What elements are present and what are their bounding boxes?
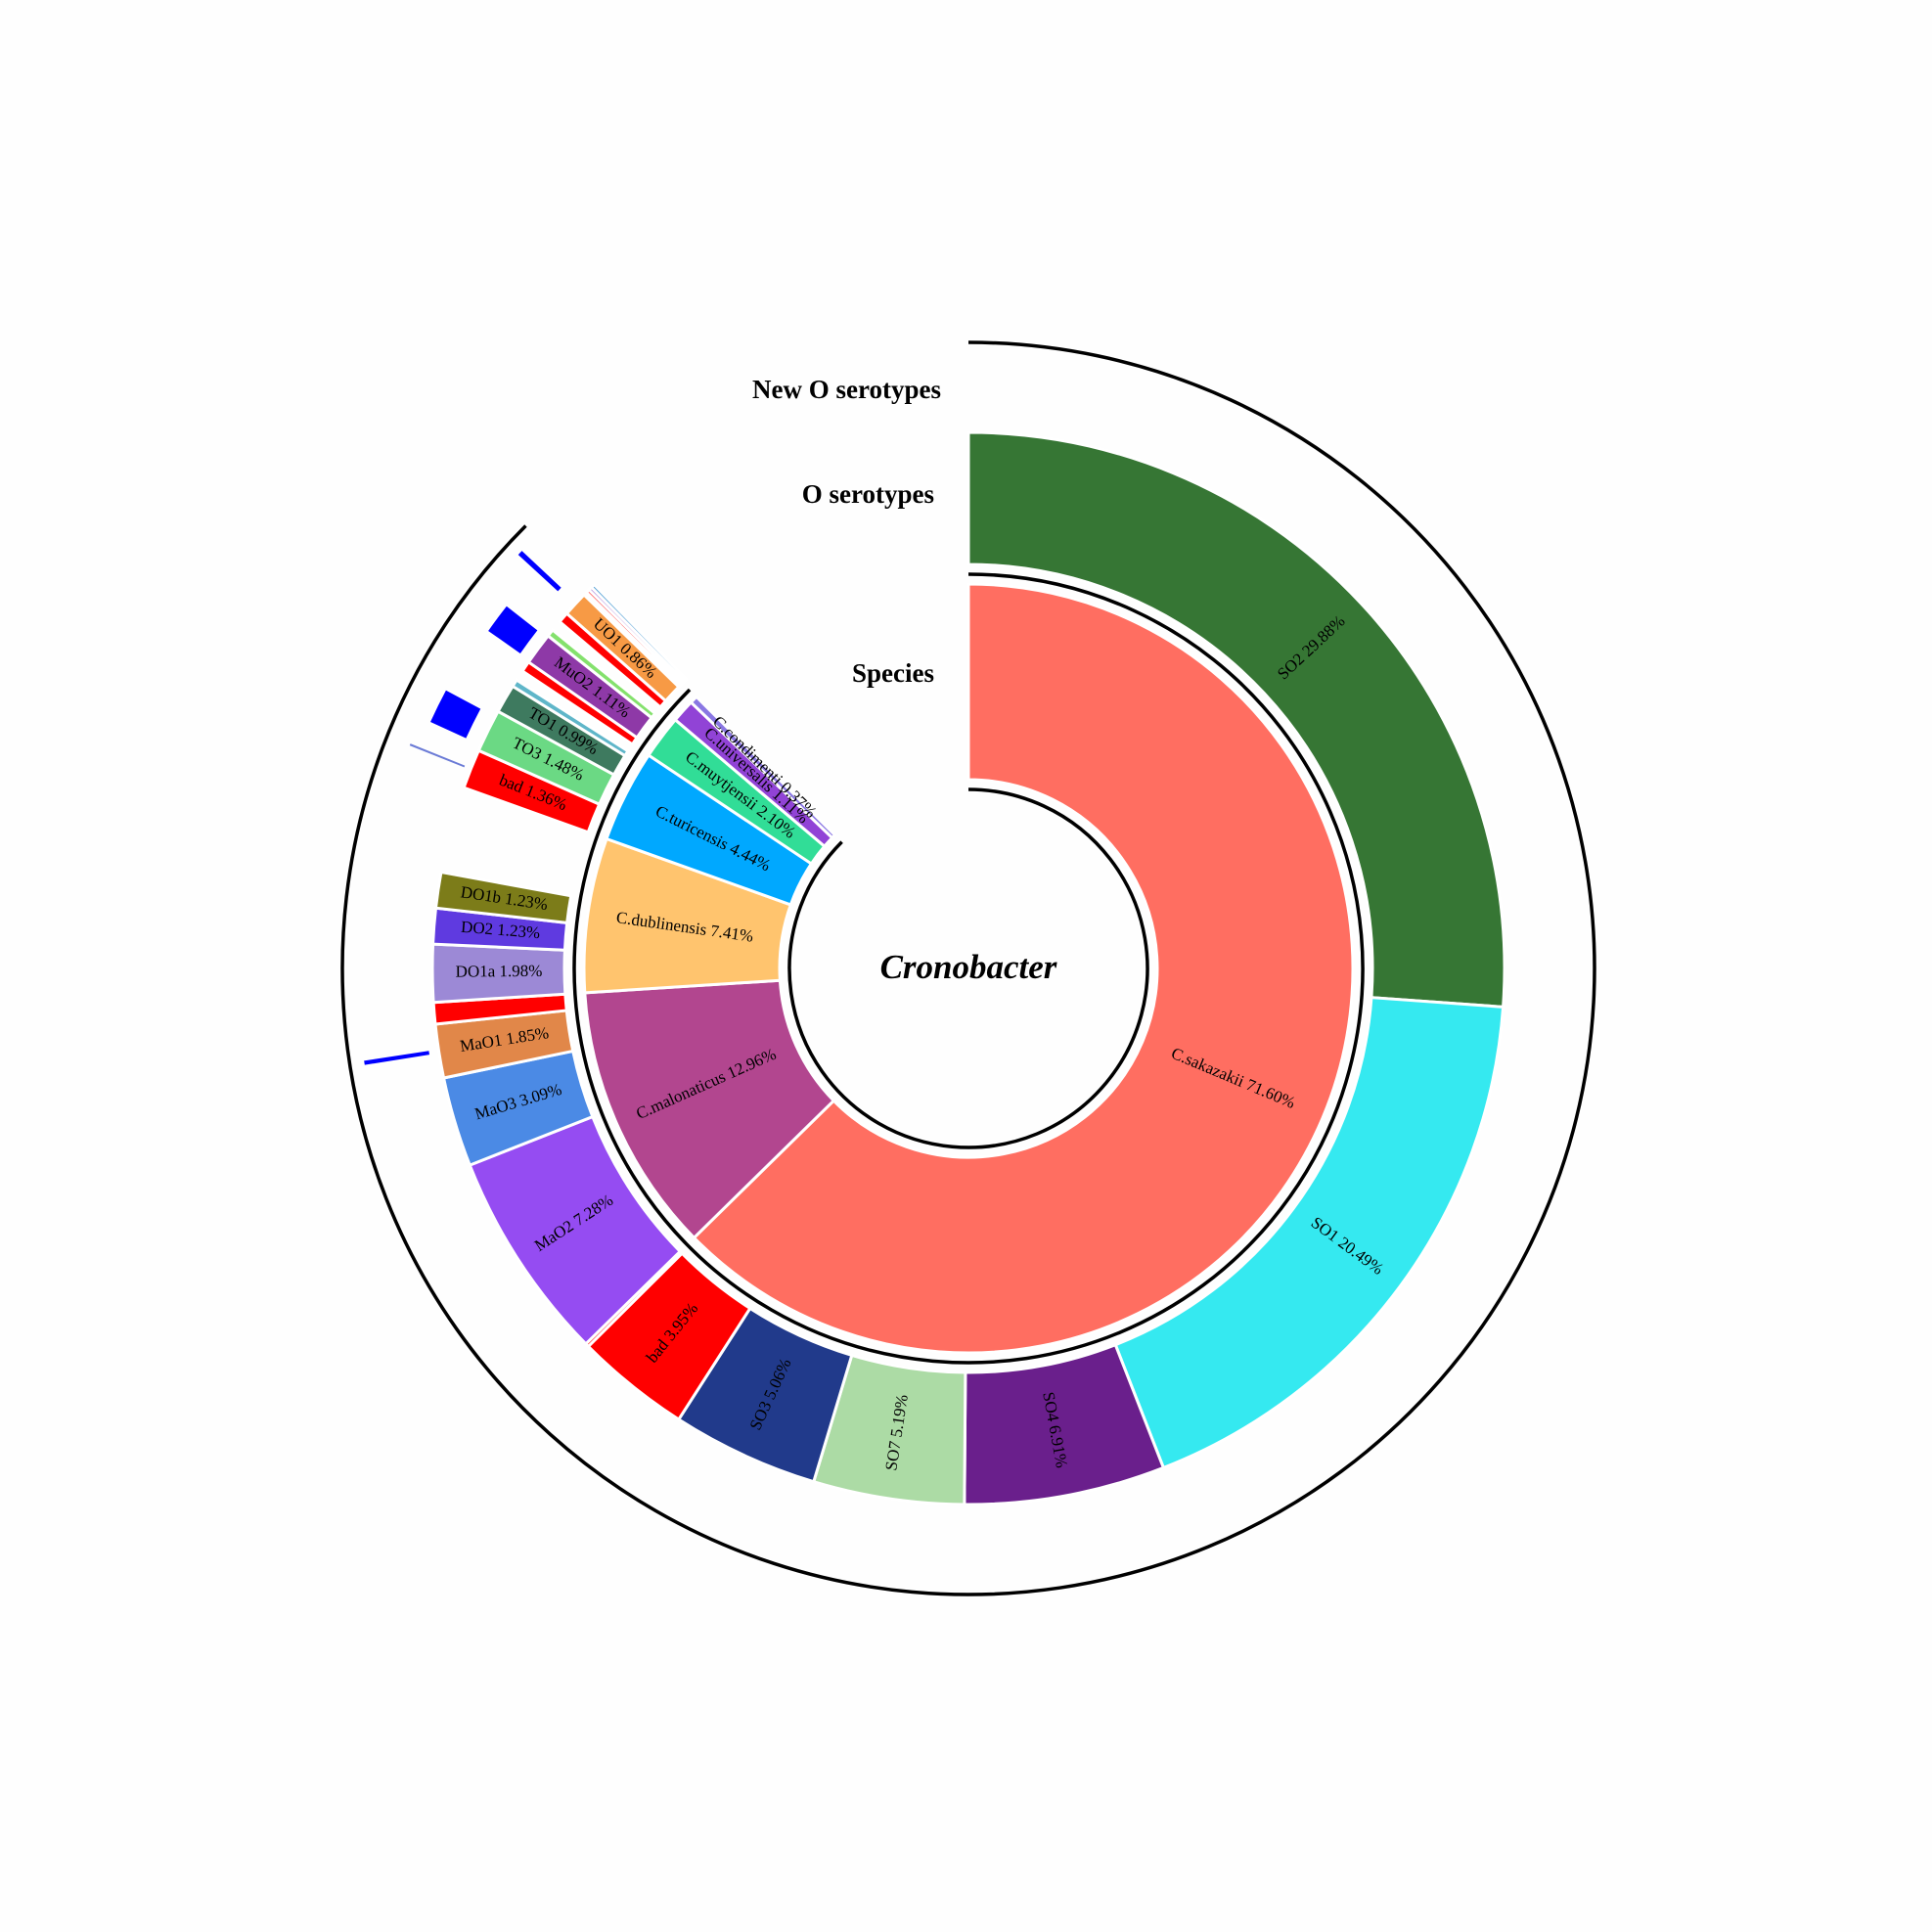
o-serotype-label-do1a: DO1a 1.98% <box>456 962 543 981</box>
new-o-serotype-marks <box>364 551 562 1065</box>
o-serotype-slice-unlabeled-18 <box>511 678 630 758</box>
new-o-serotype-mark-mao1 <box>364 1051 429 1065</box>
new-o-serotype-mark-uo1 <box>517 551 562 592</box>
outer-boundary-arc <box>340 340 1596 1596</box>
species-slice-c-malonaticus <box>583 978 836 1240</box>
o-serotype-slice-unlabeled-22 <box>546 627 657 720</box>
o-serotype-slice-uo1 <box>564 592 681 703</box>
new-o-serotype-mark-bad <box>409 743 466 768</box>
new-o-serotype-mark-to3 <box>430 690 481 739</box>
o-serotype-slice-do1b <box>433 870 573 925</box>
ring-title-o-serotypes: O serotypes <box>802 479 934 509</box>
chart-title: Cronobacter <box>880 948 1057 986</box>
ring-title-new-o-serotypes: New O serotypes <box>752 375 941 404</box>
o-serotype-ring <box>430 430 1506 1506</box>
ring-outlines <box>340 340 1596 1596</box>
o-serotype-slice-so2 <box>966 430 1506 1009</box>
o-serotype-slice-unlabeled-29 <box>589 582 689 684</box>
species-ring <box>582 582 1355 1355</box>
inner-boundary-arc <box>787 787 1149 1149</box>
species-slice-c-condimenti <box>689 695 837 840</box>
species-slice-c-sakazakii <box>692 582 1355 1355</box>
species-boundary-arc <box>572 572 1365 1365</box>
new-o-serotype-mark-muo2 <box>488 606 538 653</box>
ring-title-species: Species <box>852 658 934 688</box>
